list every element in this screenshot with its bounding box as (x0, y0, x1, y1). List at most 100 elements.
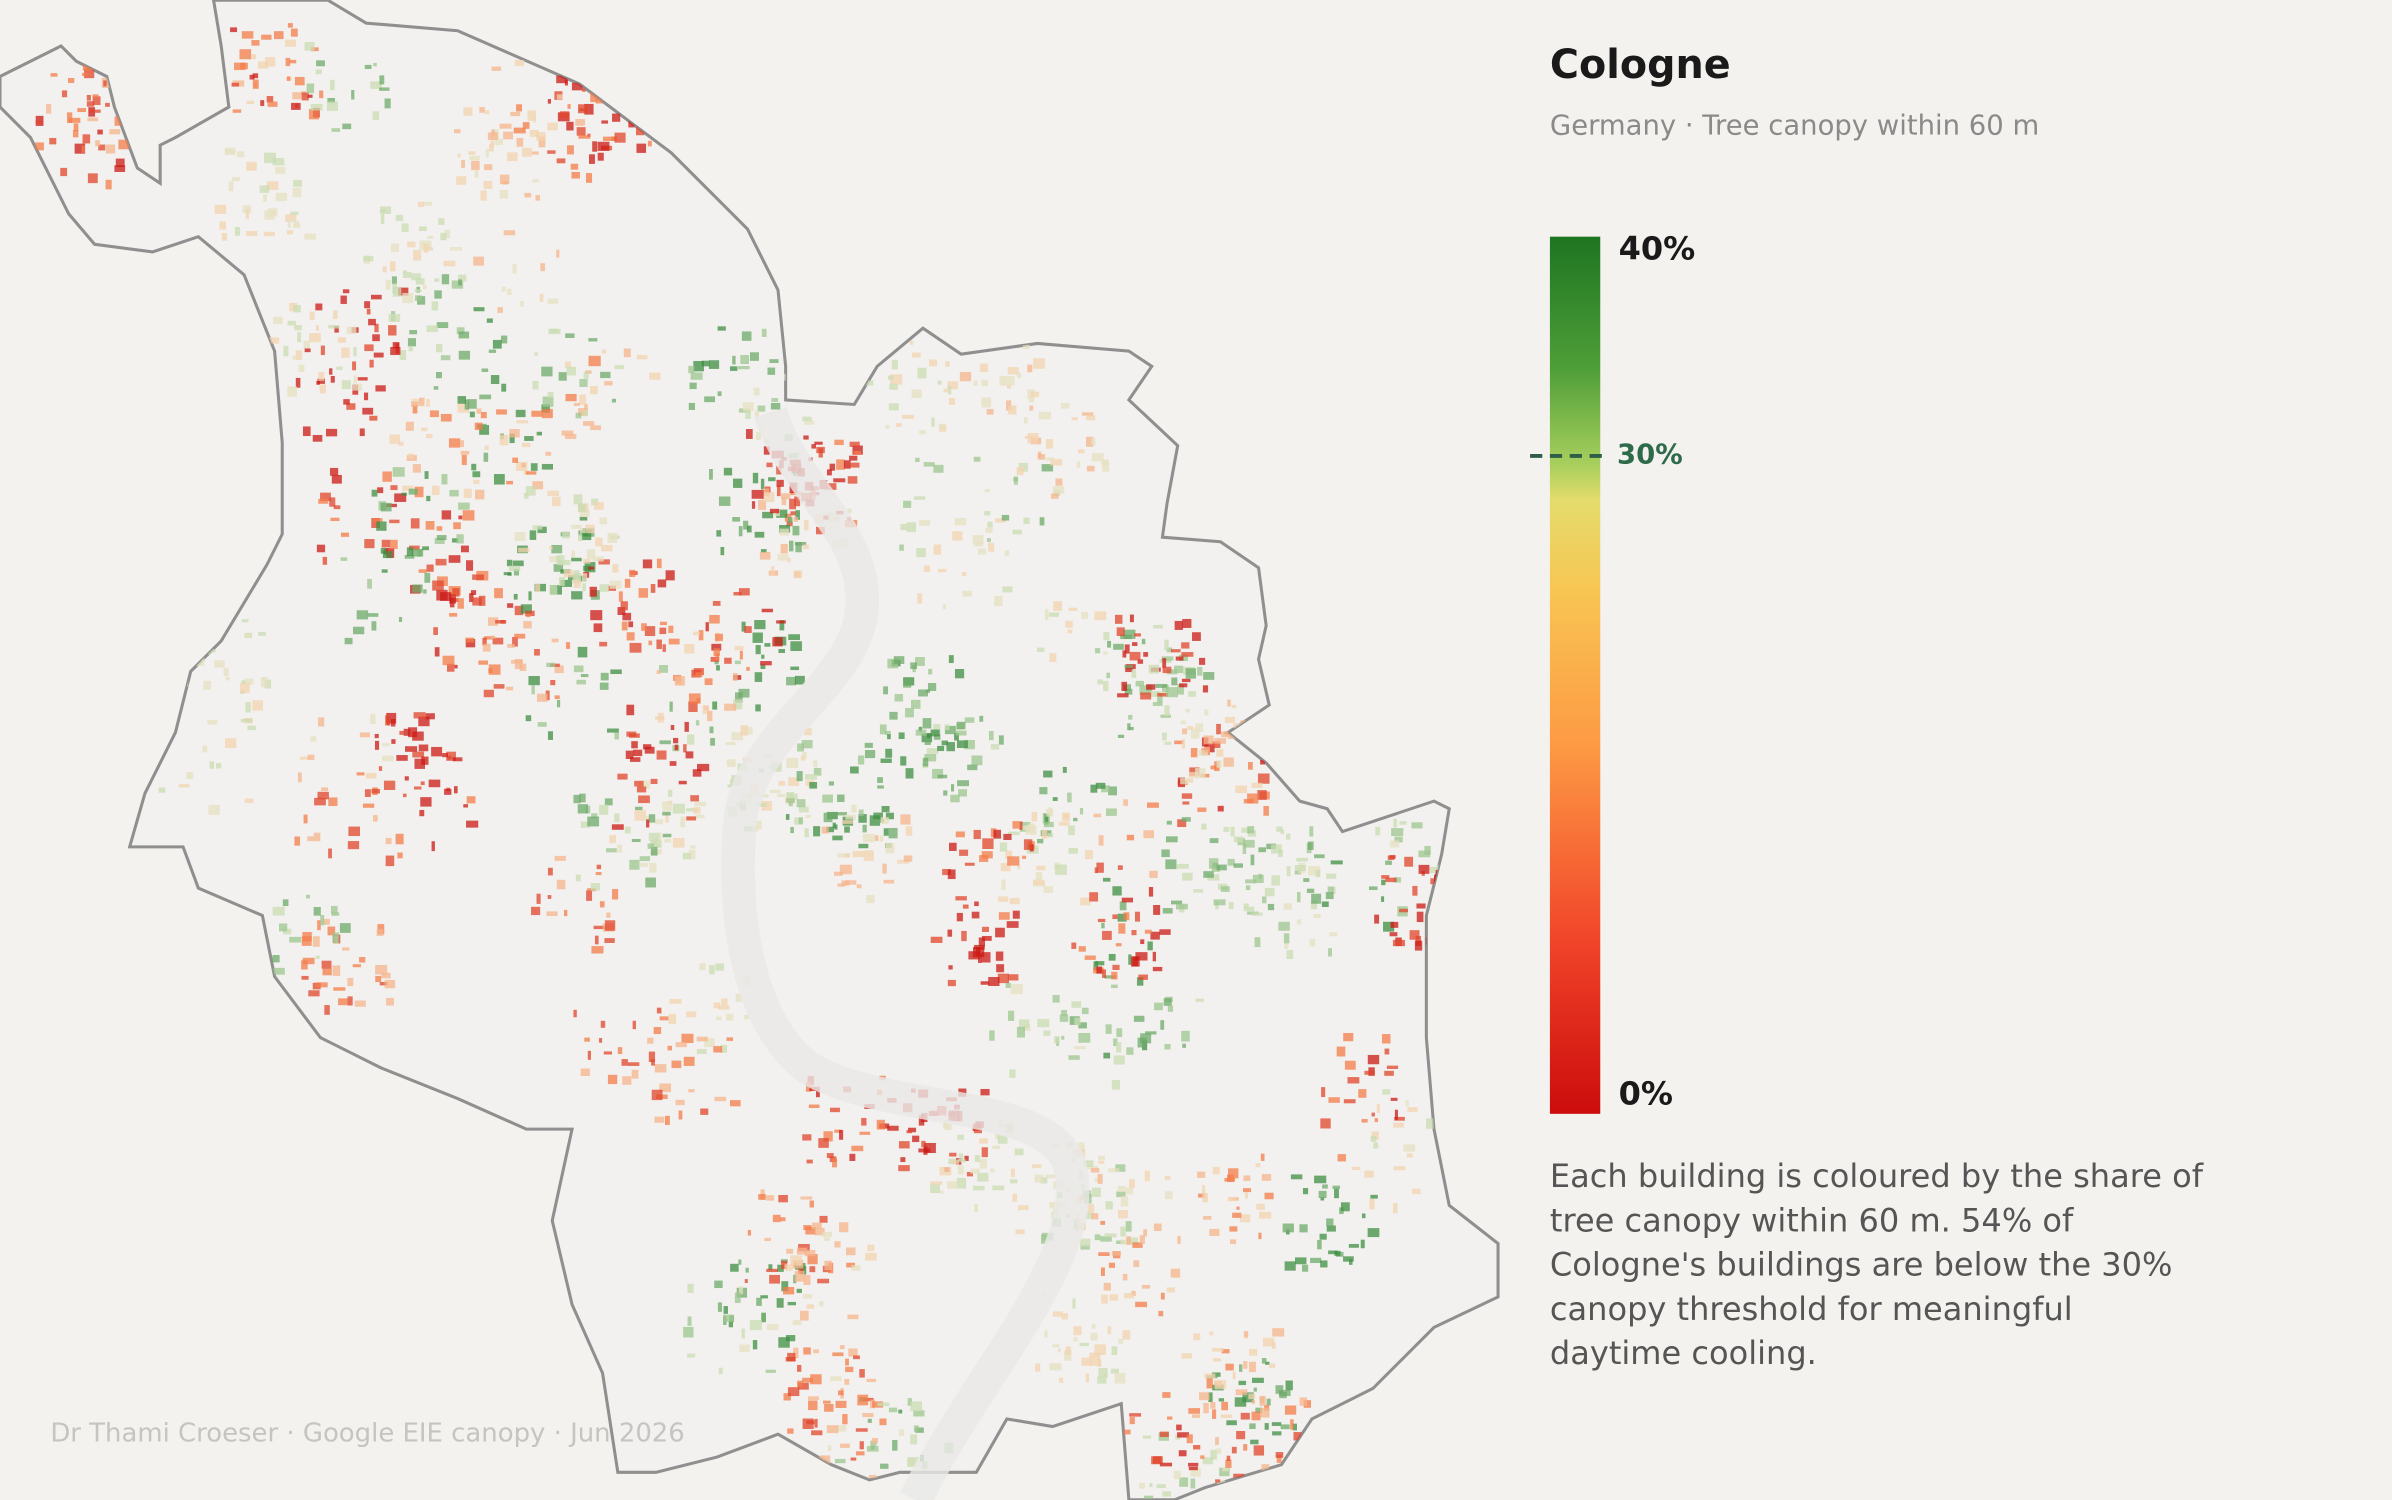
building (724, 657, 732, 664)
building (442, 655, 455, 666)
building (415, 278, 425, 285)
building (611, 824, 624, 830)
building (1393, 1122, 1404, 1128)
building (901, 414, 915, 419)
building (591, 946, 604, 954)
building (304, 233, 317, 240)
building (657, 832, 662, 843)
building (918, 726, 923, 732)
building (382, 266, 387, 273)
building (367, 613, 379, 617)
building (1016, 372, 1022, 378)
building (332, 932, 339, 943)
building (419, 809, 425, 817)
building (403, 728, 411, 736)
building (1125, 1221, 1132, 1232)
building (937, 380, 942, 385)
building (448, 438, 461, 448)
building (945, 361, 950, 367)
building (581, 529, 592, 541)
building (1097, 679, 1103, 685)
building (850, 766, 859, 774)
building (1053, 601, 1063, 611)
building (531, 685, 535, 695)
building (1225, 1363, 1234, 1371)
building (506, 288, 512, 295)
building (1391, 828, 1404, 837)
building (550, 679, 556, 686)
building (859, 1369, 865, 1378)
building (629, 642, 642, 653)
building (788, 634, 800, 641)
building (622, 612, 632, 621)
building (327, 97, 336, 104)
building (537, 722, 547, 727)
building (1167, 1005, 1173, 1012)
building (1166, 647, 1173, 653)
building (623, 348, 631, 358)
building (803, 520, 809, 531)
building (86, 101, 95, 107)
building (72, 130, 79, 138)
building (434, 647, 440, 657)
building (794, 675, 805, 685)
building (794, 1270, 805, 1282)
building (265, 57, 276, 67)
building (414, 486, 424, 498)
building (1162, 658, 1167, 669)
building (304, 348, 311, 353)
building (625, 750, 634, 760)
building (1078, 449, 1085, 454)
building (1216, 749, 1224, 757)
building (656, 750, 667, 760)
subtitle: Germany · Tree canopy within 60 m (1549, 110, 2040, 143)
building (507, 643, 515, 648)
building (1254, 937, 1261, 948)
building (903, 677, 912, 688)
building (1162, 732, 1167, 741)
building (66, 112, 73, 124)
building (436, 589, 448, 601)
building (1199, 657, 1206, 665)
building (631, 741, 638, 749)
building (1320, 1118, 1331, 1129)
building (547, 731, 553, 740)
building (394, 493, 407, 502)
building (662, 801, 672, 811)
building (428, 779, 441, 788)
building (1182, 1043, 1186, 1048)
building (1394, 1116, 1405, 1121)
building (638, 588, 649, 598)
building (738, 526, 743, 537)
building (1156, 1484, 1166, 1489)
building (331, 128, 341, 132)
building (781, 1281, 789, 1292)
building (754, 410, 760, 419)
building (241, 680, 246, 684)
building (352, 964, 361, 968)
building (1217, 805, 1224, 812)
building (764, 1237, 771, 1242)
building (890, 374, 903, 385)
building (1050, 493, 1059, 499)
building (1261, 1358, 1267, 1364)
building (1125, 1187, 1134, 1195)
building (214, 204, 227, 214)
building (1394, 1109, 1398, 1120)
building (1046, 457, 1055, 461)
building (627, 1062, 640, 1066)
building (573, 579, 581, 588)
building (962, 590, 972, 597)
building (518, 547, 530, 553)
building (802, 1418, 814, 1430)
building (956, 1177, 967, 1189)
building (1162, 1491, 1171, 1497)
building (1343, 1256, 1354, 1262)
building (837, 794, 845, 803)
building (1293, 1432, 1302, 1441)
building (1016, 1026, 1025, 1038)
building (1212, 1166, 1220, 1175)
building (932, 768, 944, 779)
building (1095, 782, 1106, 789)
